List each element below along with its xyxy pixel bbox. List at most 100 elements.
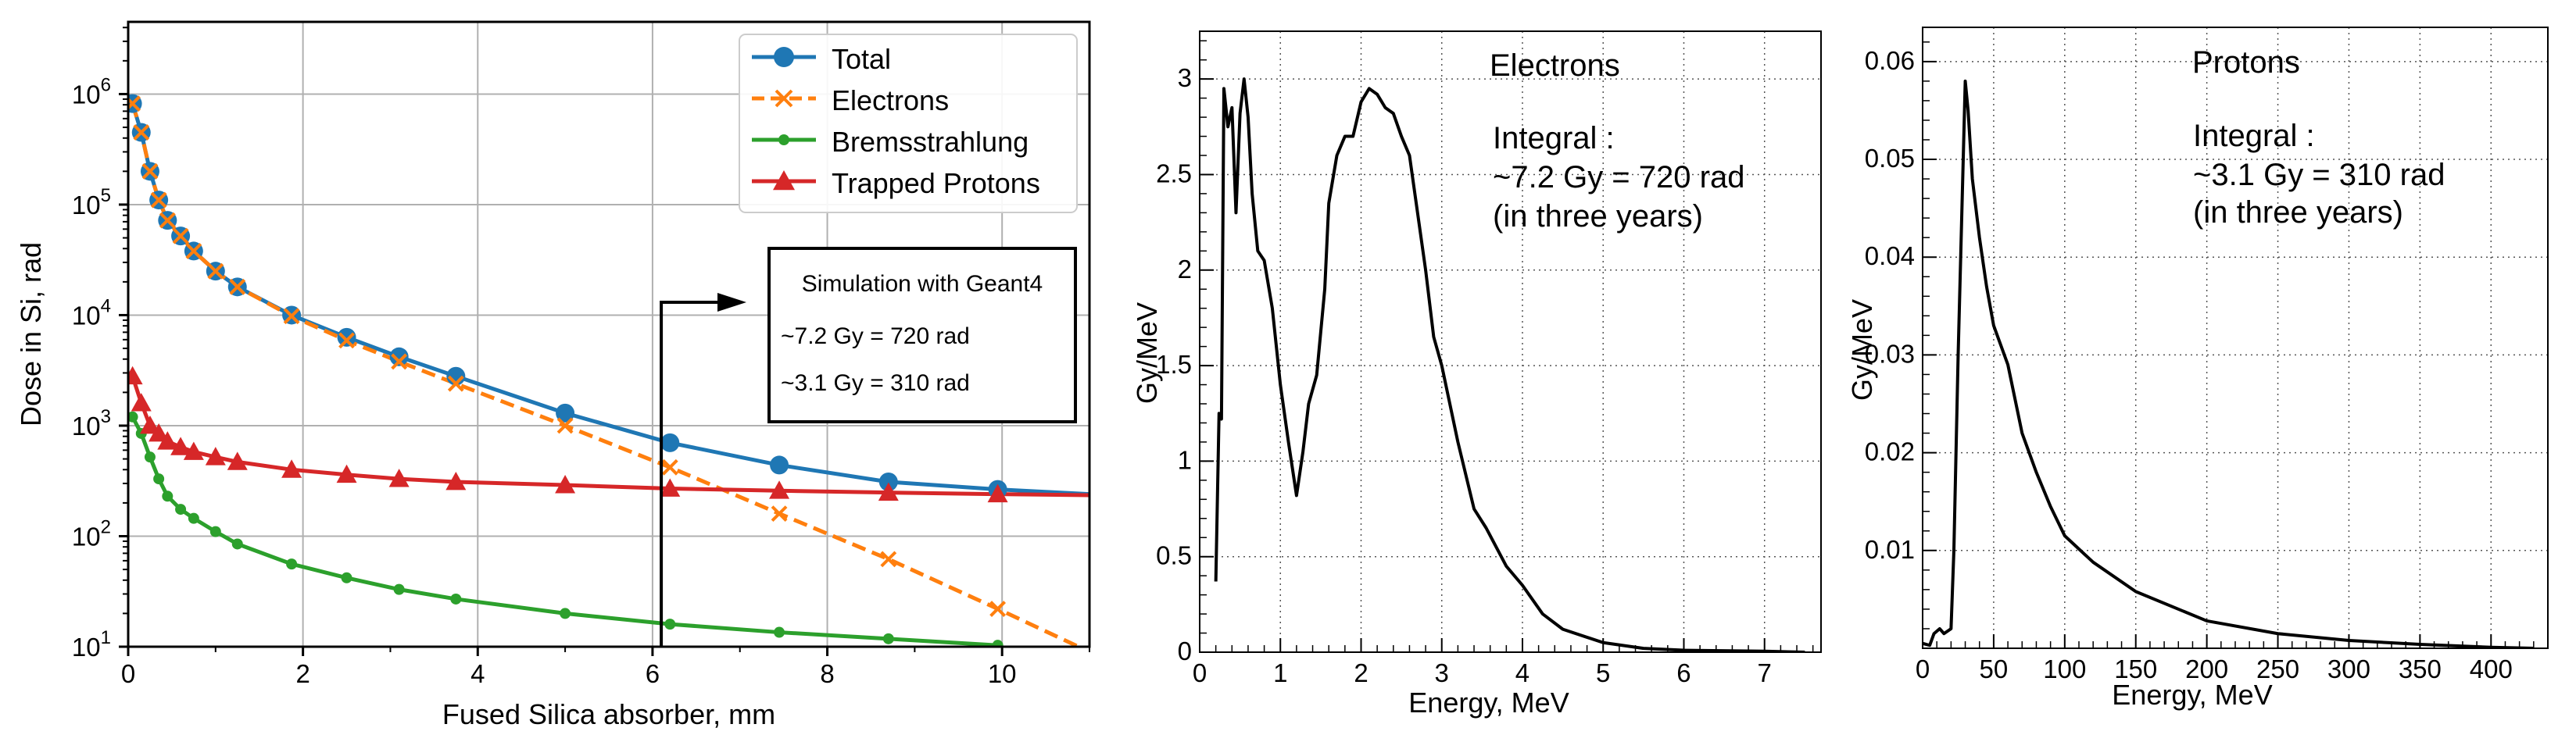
marker-electrons — [338, 332, 355, 349]
plot-area — [1214, 77, 1805, 652]
annotation-line-2: Integral : — [2193, 119, 2315, 153]
y-tick-exponent: 5 — [101, 185, 111, 206]
x-tick-label: 1 — [1273, 658, 1287, 687]
marker-trapped-protons — [336, 464, 357, 483]
marker-bremsstrahlung — [144, 451, 156, 463]
marker-trapped-protons — [660, 478, 681, 497]
x-tick-label: 300 — [2327, 655, 2370, 683]
annotation-arrowhead — [717, 293, 746, 312]
annotation-arrow — [660, 301, 723, 647]
y-tick-label: 102 — [72, 516, 111, 551]
marker-electrons — [391, 353, 408, 370]
annotation: Simulation with Geant4 ~7.2 Gy = 720 rad… — [660, 247, 1077, 647]
y-tick-base: 10 — [72, 301, 101, 330]
marker-trapped-protons — [157, 431, 178, 450]
electron-spectrum-chart: 0 1 2 3 4 5 6 7 0 0.5 1 1.5 2 2.5 3 Energy, MeV Gy/MeV… — [1131, 30, 1822, 719]
y-tick-exponent: 3 — [101, 406, 111, 427]
marker-electrons — [172, 227, 189, 244]
x-tick-label: 100 — [2043, 655, 2086, 683]
marker-total — [660, 433, 680, 452]
y-tick-base: 10 — [72, 191, 101, 219]
series-layer — [1214, 77, 1805, 652]
marker-trapped-protons — [878, 482, 899, 501]
legend-frame — [739, 34, 1078, 213]
annotation-line-4: (in three years) — [2193, 195, 2403, 230]
x-axis-label: Energy, MeV — [2112, 679, 2272, 711]
x-tick-label: 6 — [646, 659, 660, 688]
legend-label-bremsstrahlung: Bremsstrahlung — [832, 126, 1029, 158]
y-tick-exponent: 2 — [101, 516, 111, 537]
x-tick-label: 10 — [988, 659, 1017, 688]
y-axis-label: Dose in Si, rad — [15, 242, 47, 426]
axes: 0 50 100 150 200 250 300 350 400 0.01 0.02 0.03 0.04… — [1865, 27, 2549, 683]
series-line — [1214, 77, 1805, 652]
marker-bremsstrahlung — [664, 619, 676, 630]
y-tick-label: 1 — [1178, 445, 1192, 474]
annotation-line-3: ~3.1 Gy = 310 rad — [781, 370, 970, 396]
annotation-line-1: Simulation with Geant4 — [802, 271, 1043, 297]
marker-bremsstrahlung — [450, 593, 462, 605]
y-tick-label: 0.04 — [1865, 241, 1915, 270]
marker-electrons — [880, 551, 897, 568]
marker-trapped-protons — [281, 459, 302, 478]
x-axis-label: Energy, MeV — [1408, 687, 1569, 719]
marker-trapped-protons — [388, 469, 410, 487]
series-line — [1923, 79, 2534, 648]
marker-electrons — [141, 162, 159, 180]
x-tick-label: 250 — [2256, 655, 2299, 683]
marker-bremsstrahlung — [188, 512, 199, 524]
marker-trapped-protons — [170, 437, 191, 455]
annotation-line-3: ~7.2 Gy = 720 rad — [1493, 160, 1744, 194]
marker-total — [556, 403, 575, 423]
x-axis-label: Fused Silica absorber, mm — [442, 698, 775, 730]
marker-electrons — [556, 417, 574, 434]
x-tick-label: 150 — [2114, 655, 2157, 683]
plot-area — [1923, 79, 2534, 648]
marker-bremsstrahlung — [882, 633, 894, 644]
y-tick-label: 106 — [72, 74, 111, 109]
marker-bremsstrahlung — [341, 572, 352, 583]
marker-total — [878, 472, 898, 491]
marker-trapped-protons — [227, 451, 248, 470]
x-tick-label: 8 — [820, 659, 834, 688]
marker-trapped-protons — [148, 423, 170, 442]
x-tick-label: 6 — [1676, 658, 1690, 687]
marker-electrons — [229, 278, 246, 295]
plot-frame — [1922, 27, 2549, 649]
marker-trapped-protons — [445, 471, 467, 491]
marker-trapped-protons — [769, 480, 790, 499]
y-tick-label: 3 — [1178, 63, 1192, 92]
marker-trapped-protons — [128, 366, 143, 385]
marker-trapped-protons — [139, 415, 160, 434]
annotation-line-1: Protons — [2192, 45, 2300, 80]
y-axis-label: Gy/MeV — [1846, 299, 1878, 401]
marker-electrons — [207, 262, 224, 280]
marker-electrons — [283, 308, 300, 325]
marker-trapped-protons — [183, 441, 204, 460]
y-tick-label: 2.5 — [1156, 159, 1192, 187]
x-tick-label: 7 — [1758, 658, 1772, 687]
marker-electrons — [159, 212, 176, 229]
x-tick-label: 3 — [1435, 658, 1449, 687]
y-tick-base: 10 — [72, 412, 101, 441]
x-tick-label: 350 — [2399, 655, 2442, 683]
x-tick-label: 0 — [1193, 658, 1207, 687]
grid — [1923, 27, 2548, 648]
marker-bremsstrahlung — [153, 473, 165, 485]
y-tick-label: 0 — [1178, 637, 1192, 665]
annotation-line-4: (in three years) — [1493, 199, 1703, 234]
marker-bremsstrahlung — [560, 608, 571, 619]
y-tick-base: 10 — [72, 522, 101, 551]
y-tick-label: 0.02 — [1865, 437, 1915, 466]
y-tick-base: 10 — [72, 633, 101, 662]
x-tick-label: 0 — [121, 659, 135, 688]
y-tick-label: 105 — [72, 185, 111, 219]
y-tick-label: 101 — [72, 627, 111, 662]
marker-total — [774, 47, 794, 67]
y-tick-label: 104 — [72, 295, 111, 330]
annotation-line-3: ~3.1 Gy = 310 rad — [2193, 158, 2445, 192]
annotation-line-2: Integral : — [1493, 121, 1615, 155]
y-tick-label: 0.01 — [1865, 535, 1915, 564]
y-tick-exponent: 4 — [101, 295, 111, 316]
